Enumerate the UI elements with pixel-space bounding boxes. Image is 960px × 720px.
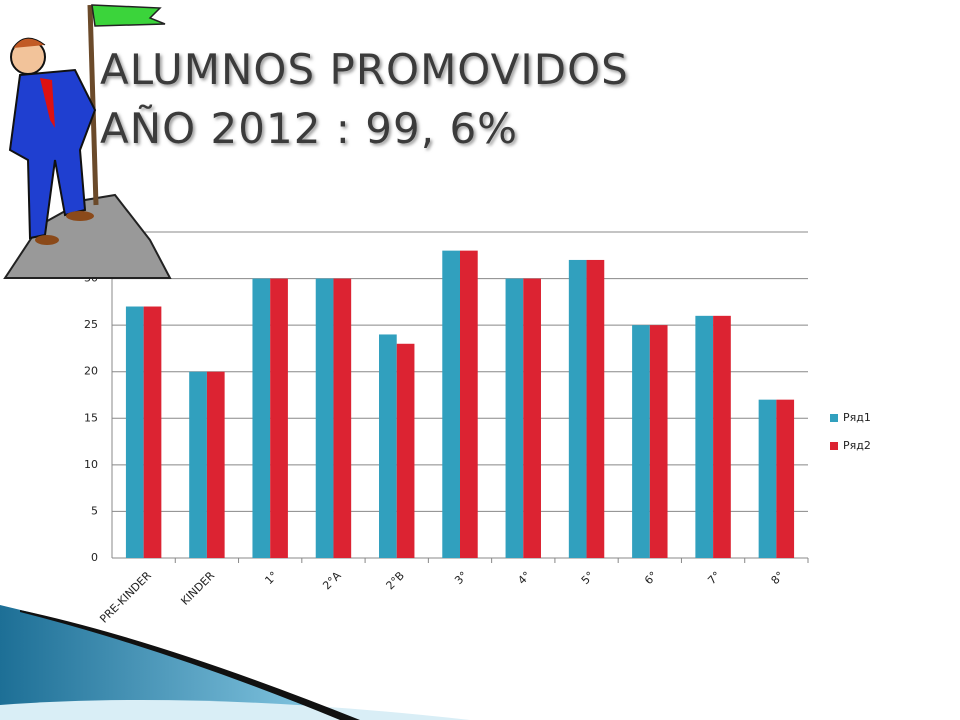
legend-label: Ряд2: [843, 439, 871, 452]
bar: [206, 371, 225, 558]
plot: 05101520253035PRE-KINDERKINDER1°2°A2°B3°…: [84, 225, 871, 626]
x-tick-label: 5°: [579, 569, 597, 587]
bar: [333, 278, 352, 558]
bar: [270, 278, 288, 558]
x-tick-label: 3°: [452, 569, 470, 587]
y-tick-label: 15: [84, 411, 98, 424]
x-tick-label: 8°: [769, 569, 787, 587]
y-tick-label: 20: [84, 365, 98, 378]
x-tick-label: 7°: [705, 569, 723, 587]
bar: [125, 306, 144, 558]
bar: [396, 343, 415, 558]
bar: [505, 278, 524, 558]
x-tick-label: PRE-KINDER: [97, 569, 154, 626]
legend-swatch: [830, 414, 838, 422]
bar: [649, 325, 668, 558]
bar: [586, 259, 605, 558]
bar: [758, 399, 777, 558]
x-tick-label: 2°A: [320, 569, 344, 593]
bar: [776, 399, 795, 558]
y-tick-label: 25: [84, 318, 98, 331]
legend-swatch: [830, 442, 838, 450]
bar: [379, 334, 397, 558]
bar: [632, 325, 650, 558]
mascot: [3, 4, 172, 279]
bar: [315, 278, 334, 558]
x-tick-label: KINDER: [178, 569, 217, 608]
legend-label: Ряд1: [843, 411, 871, 424]
bar: [713, 315, 731, 558]
bar: [252, 278, 271, 558]
bar: [189, 371, 207, 558]
y-tick-label: 5: [91, 504, 98, 517]
bar: [143, 306, 162, 558]
title: ALUMNOS PROMOVIDOS: [100, 45, 629, 94]
swoosh-light: [0, 700, 470, 720]
y-tick-label: 0: [91, 551, 98, 564]
x-tick-label: 2°B: [384, 569, 407, 592]
bar: [695, 315, 714, 558]
x-tick-label: 4°: [515, 569, 533, 587]
bar: [442, 250, 460, 558]
bar: [460, 250, 478, 558]
bar: [568, 259, 587, 558]
x-tick-label: 6°: [642, 569, 660, 587]
swoosh-edge: [20, 610, 360, 720]
y-tick-label: 10: [84, 458, 98, 471]
subtitle: AÑO 2012 : 99, 6%: [100, 103, 518, 153]
bar: [523, 278, 541, 558]
x-tick-label: 1°: [262, 569, 280, 587]
